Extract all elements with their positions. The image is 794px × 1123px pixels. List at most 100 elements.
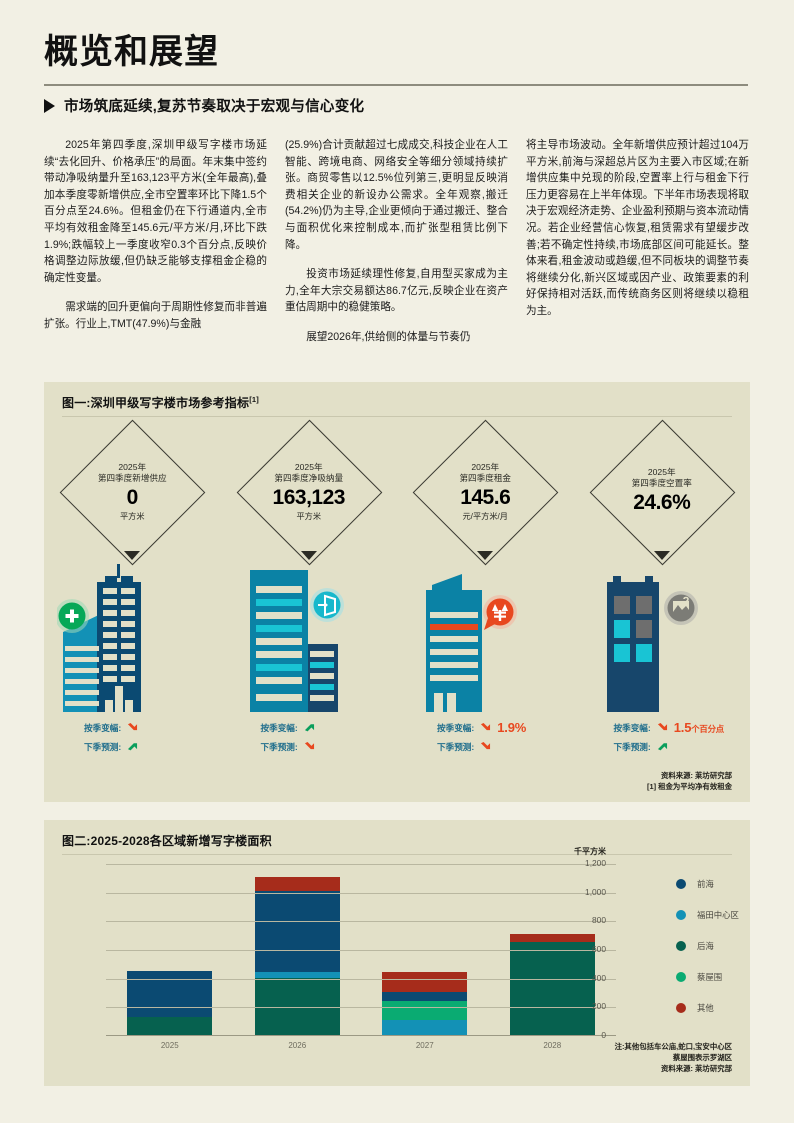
kpi-status-group: 按季变幅: 下季预测: 按季变幅: 下季预测: (44, 718, 750, 756)
caret-down-icon (653, 551, 670, 560)
y-axis-tick-label: 600 (592, 944, 606, 954)
legend-label: 前海 (697, 878, 714, 889)
legend-swatch (676, 1002, 686, 1013)
bar-series-container (106, 864, 616, 1036)
status-row: 下季预测: (437, 737, 574, 756)
status-value: 1.9% (497, 720, 527, 735)
grid-line (106, 978, 616, 980)
page-title: 概览和展望 (44, 33, 219, 71)
status-label: 下季预测: (260, 741, 298, 752)
legend-label: 后海 (697, 940, 714, 951)
grid-line (106, 950, 616, 951)
y-axis-tick-label: 400 (592, 972, 606, 983)
kpi-content: 2025年 第四季度租金 145.6 元/平方米/月 (459, 462, 511, 523)
body-column-2: (25.9%)合计贡献超过七成成交,科技企业在人工智能、跨境电商、网络安全等细分… (285, 137, 508, 359)
figure-2-source: 资料来源: 莱坊研究部 (660, 1064, 732, 1073)
status-row: 下季预测: (261, 737, 398, 756)
building-vacancy-icon (574, 560, 751, 712)
figure-1-title-superscript: [1] (249, 395, 259, 404)
x-axis-line (106, 1035, 616, 1036)
y-axis-tick-label: 1,000 (585, 886, 606, 897)
kpi-diamond: 2025年 第四季度新增供应 0 平方米 (59, 419, 206, 566)
bar-segment-后海 (509, 941, 595, 1035)
legend-item-前海[interactable]: 前海 (676, 868, 739, 899)
status-row: 按季变幅: 1.9% (437, 718, 574, 737)
kpi-unit: 平方米 (296, 512, 322, 522)
x-axis-tick-label: 2026 (288, 1041, 307, 1050)
y-axis-tick-label: 0 (601, 1030, 606, 1040)
chart-legend: 前海福田中心区后海蔡屋围 其他 (676, 868, 739, 1023)
kpi-label: 第四季度净吸纳量 (274, 473, 344, 484)
legend-swatch (676, 971, 686, 982)
kpi-net-absorption: 2025年 第四季度净吸纳量 163,123 平方米 (221, 419, 398, 566)
status-label: 下季预测: (437, 741, 475, 752)
legend-swatch (676, 878, 686, 889)
legend-label: 福田中心区 (697, 909, 739, 920)
status-label: 按季变幅: (260, 722, 298, 733)
y-axis-tick-label: 800 (592, 915, 606, 926)
bar-chart (106, 864, 616, 1036)
kpi-label: 第四季度租金 (459, 473, 512, 484)
y-axis-unit-label: 千平方米 (574, 847, 606, 856)
bar-segment-其他 (509, 933, 595, 942)
kpi-vacancy: 2025年 第四季度空置率 24.6% (574, 419, 751, 566)
y-axis-tick-label: 200 (592, 1001, 606, 1012)
figure-1-panel: 图一:深圳甲级写字楼市场参考指标[1] 2025年 第四季度新增供应 0 平方米 (44, 382, 750, 802)
kpi-unit: 平方米 (119, 512, 145, 522)
status-row: 按季变幅: (261, 718, 398, 737)
figure-1-source: 资料来源: 莱坊研究部 (660, 771, 732, 780)
kpi-diamond: 2025年 第四季度空置率 24.6% (589, 419, 736, 566)
x-axis-tick-label: 2025 (160, 1041, 179, 1050)
building-artwork-row (44, 560, 750, 712)
kpi-value: 0 (126, 485, 139, 509)
legend-swatch (676, 909, 686, 920)
legend-item-其他[interactable]: 其他 (676, 992, 739, 1023)
bar-segment-蔡屋围 (382, 1000, 468, 1020)
status-value-suffix: 个百分点 (691, 724, 724, 734)
status-label: 按季变幅: (437, 722, 475, 733)
arrow-down-red-icon (481, 741, 491, 750)
status-value: 1.5个百分点 (674, 720, 724, 735)
bar-segment-后海 (254, 978, 340, 1035)
kpi-label: 第四季度空置率 (631, 478, 692, 489)
building-enter-icon (221, 560, 398, 712)
arrow-down-red-icon (481, 722, 491, 731)
legend-item-福田中心区[interactable]: 福田中心区 (676, 899, 739, 930)
arrow-up-green-icon (304, 724, 314, 732)
figure-2-divider (62, 854, 732, 855)
kpi-rent: 2025年 第四季度租金 145.6 元/平方米/月 (397, 419, 574, 566)
figure-2-panel: 图二:2025-2028各区域新增写字楼面积 千平方米 前海 福田中心区 后海 蔡屋围… (44, 820, 750, 1086)
legend-item-蔡屋围[interactable]: 蔡屋围 (676, 961, 739, 992)
paragraph: 2025年第四季度,深圳甲级写字楼市场延续“去化回升、价格承压”的局面。年末集中… (44, 139, 267, 284)
figure-2-notes: 注:其他包括车公庙,蛇口,宝安中心区 蔡屋围表示罗湖区 资料来源: 莱坊研究部 (615, 1041, 732, 1074)
y-axis-tick-label: 1,200 (585, 858, 606, 868)
kpi-status-rent: 按季变幅: 1.9% 下季预测: (397, 718, 574, 756)
figure-1-divider (62, 416, 732, 417)
bar-segment-福田中心区 (382, 1019, 468, 1035)
figure-1-footnote: [1] 租金为平均净有效租金 (647, 782, 732, 791)
kpi-diamond: 2025年 第四季度租金 145.6 元/平方米/月 (412, 419, 559, 566)
status-row: 下季预测: (614, 737, 751, 756)
kpi-year: 2025年 (647, 466, 676, 477)
subtitle-row: 市场筑底延续,复苏节奏取决于宏观与信心变化 (44, 95, 364, 116)
kpi-group: 2025年 第四季度新增供应 0 平方米 2025年 第四季度净吸纳量 163,… (44, 419, 751, 566)
kpi-content: 2025年 第四季度净吸纳量 163,123 平方米 (273, 462, 346, 523)
kpi-year: 2025年 (471, 461, 500, 472)
legend-swatch (676, 940, 686, 951)
legend-item-后海[interactable]: 后海 (676, 930, 739, 961)
kpi-diamond: 2025年 第四季度净吸纳量 163,123 平方米 (236, 419, 383, 566)
bar-stack (127, 971, 213, 1035)
bar-stack (382, 971, 468, 1035)
arrow-down-red-icon (657, 722, 667, 731)
kpi-content: 2025年 第四季度空置率 24.6% (632, 467, 692, 518)
bar-segment-其他 (382, 971, 468, 992)
bar-segment-其他 (254, 876, 340, 891)
paragraph: 投资市场延续理性修复,自用型买家成为主力,全年大宗交易额达86.7亿元,反映企业… (285, 268, 508, 314)
status-row: 按季变幅: 1.5个百分点 (614, 718, 751, 737)
arrow-up-green-icon (128, 743, 138, 751)
status-label: 下季预测: (84, 741, 122, 752)
kpi-content: 2025年 第四季度新增供应 0 平方米 (98, 462, 167, 523)
kpi-value: 145.6 (460, 485, 511, 509)
x-axis-tick-label: 2028 (543, 1041, 562, 1050)
